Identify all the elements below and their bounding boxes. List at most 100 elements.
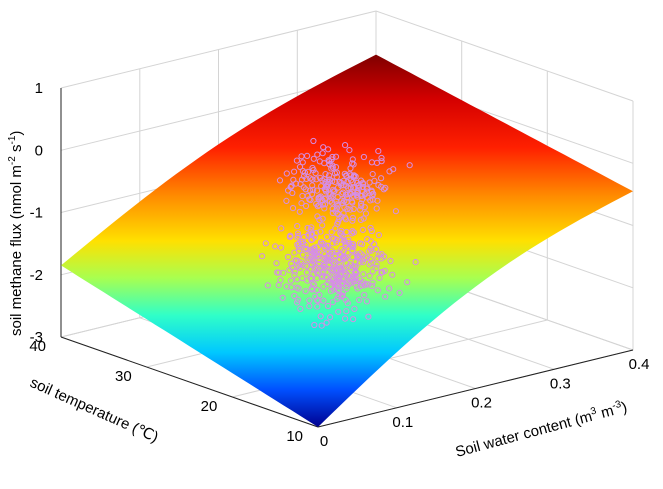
scatter-point: [272, 243, 279, 250]
scatter-point: [335, 308, 342, 315]
scatter-point: [296, 247, 303, 254]
scatter-point: [333, 236, 341, 243]
scatter-point: [294, 223, 301, 230]
scatter-point: [308, 191, 316, 198]
scatter-point: [318, 322, 325, 329]
scatter-point: [291, 168, 298, 175]
scatter-point: [273, 260, 280, 267]
scatter-point: [319, 197, 326, 204]
y-axis-line: [60, 336, 319, 428]
scatter-point: [337, 229, 344, 236]
scatter-point: [301, 234, 308, 241]
scatter-point: [342, 242, 349, 250]
scatter-point: [330, 186, 337, 193]
scatter-point: [323, 183, 330, 190]
y-tick-label: 20: [201, 398, 218, 415]
scatter-point: [328, 156, 335, 163]
scatter-point: [378, 251, 385, 258]
scatter-point: [354, 285, 361, 292]
scatter-point: [350, 241, 357, 248]
scatter-point: [373, 261, 380, 268]
scatter-point: [364, 236, 371, 243]
scatter-point: [309, 182, 316, 189]
scatter-point: [349, 247, 356, 254]
scatter-point: [314, 151, 321, 158]
scatter-point: [345, 280, 352, 287]
scatter-point: [324, 184, 331, 191]
scatter-point: [335, 283, 342, 290]
scatter-point: [274, 269, 281, 276]
scatter-point: [305, 231, 312, 238]
scatter-point: [341, 170, 348, 177]
scatter-point: [259, 253, 266, 260]
scatter-point: [287, 184, 294, 191]
scatter-point: [307, 274, 314, 282]
scatter-point: [343, 254, 350, 261]
scatter-point: [358, 203, 365, 210]
scatter-point: [316, 158, 323, 165]
scatter-point: [324, 302, 332, 310]
scatter-point: [320, 240, 327, 247]
scatter-point: [328, 249, 336, 257]
scatter-point: [392, 208, 399, 215]
scatter-point: [336, 251, 343, 258]
scatter-point: [310, 186, 317, 193]
tick-labels: -3 -2 -1 0 1 10 20 30 40 0 0.1 0.2 0.3 0.4: [29, 80, 649, 450]
scatter-point: [289, 189, 296, 197]
scatter-point: [300, 184, 307, 191]
scatter-point: [297, 259, 305, 266]
scatter-point: [319, 201, 326, 208]
scatter-point: [323, 233, 331, 240]
scatter-point: [343, 194, 351, 201]
scatter-point: [304, 152, 311, 159]
scatter-point: [357, 206, 364, 213]
x-tick-label: 0.1: [392, 414, 413, 431]
scatter-point: [361, 255, 369, 262]
scatter-point: [286, 233, 293, 240]
scatter-point: [299, 159, 306, 166]
scatter-point: [329, 192, 336, 199]
scatter-point: [338, 293, 345, 300]
scatter-point: [316, 291, 323, 299]
scatter-point: [353, 191, 360, 199]
scatter-point: [310, 137, 317, 145]
scatter-point: [367, 224, 374, 232]
scatter-point: [313, 286, 321, 294]
scatter-point: [354, 188, 361, 195]
scatter-point: [387, 257, 394, 265]
scatter-point: [375, 232, 382, 239]
scatter-point: [295, 240, 302, 248]
z-tick-label: 0: [35, 142, 43, 159]
scatter-point: [368, 247, 375, 254]
scatter-point: [317, 313, 324, 320]
scatter-point: [378, 154, 385, 162]
scatter-point: [328, 165, 335, 172]
scatter-point: [358, 200, 365, 207]
scatter-point: [291, 292, 298, 300]
scatter-point: [302, 241, 309, 249]
scatter-point: [368, 282, 376, 289]
scatter-point: [356, 296, 363, 304]
scatter-point: [335, 293, 342, 300]
scatter-point: [314, 252, 321, 259]
scatter-point: [338, 213, 345, 220]
scatter-point: [340, 177, 347, 184]
scatter-point: [283, 197, 290, 204]
scatter-point: [262, 240, 269, 247]
scatter-point: [374, 255, 381, 262]
scatter-point: [374, 287, 381, 294]
scatter-point: [311, 244, 318, 251]
z-tick-label: -1: [30, 205, 43, 222]
scatter-point: [310, 167, 317, 174]
scatter-point: [330, 267, 337, 274]
scatter-point: [333, 173, 340, 180]
scatter-point: [366, 272, 373, 279]
scatter-point: [324, 280, 331, 288]
scatter-point: [341, 269, 348, 276]
scatter-point: [360, 153, 367, 161]
scatter-point: [335, 279, 342, 286]
scatter-point: [338, 231, 345, 238]
x-tick-label: 0.4: [629, 356, 650, 373]
scatter-point: [341, 204, 348, 211]
scatter-point: [319, 215, 326, 222]
